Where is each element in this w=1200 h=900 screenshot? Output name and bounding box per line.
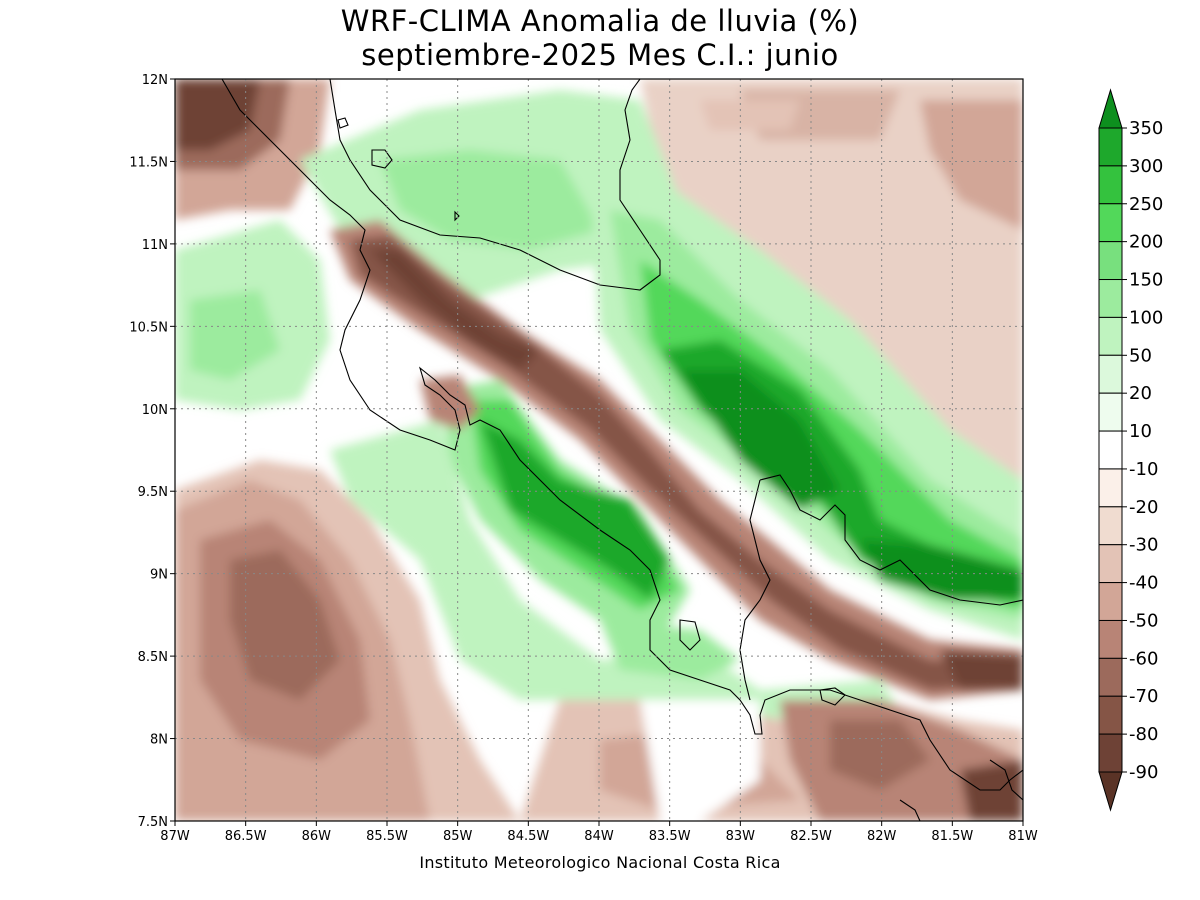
lat-tick-label: 9N [150, 568, 168, 583]
colorbar-bottom-arrow [1098, 771, 1123, 812]
colorbar-swatch [1098, 544, 1123, 584]
colorbar-swatch [1098, 203, 1123, 243]
colorbar-swatch [1098, 657, 1123, 697]
colorbar-label: 200 [1129, 232, 1163, 253]
colorbar-label: -40 [1129, 573, 1158, 594]
colorbar-swatch [1098, 506, 1123, 546]
colorbar-label: 20 [1129, 383, 1152, 404]
rain-anomaly-field [175, 79, 1023, 821]
lat-tick-label: 12N [142, 73, 168, 88]
lat-tick-label: 11.5N [129, 155, 168, 170]
lon-tick-label: 83W [726, 829, 756, 844]
lon-tick-label: 81.5W [931, 829, 973, 844]
colorbar-label: -30 [1129, 535, 1158, 556]
colorbar-label: -60 [1129, 648, 1158, 669]
lon-tick-label: 82W [867, 829, 897, 844]
lat-tick-label: 7.5N [138, 815, 168, 830]
lon-tick-label: 81W [1008, 829, 1038, 844]
lon-tick-label: 86.5W [225, 829, 267, 844]
colorbar-swatch [1098, 316, 1123, 356]
coastline [221, 79, 1023, 821]
lon-tick-label: 86W [302, 829, 332, 844]
lon-tick-label: 84W [584, 829, 614, 844]
colorbar-label: 100 [1129, 307, 1163, 328]
colorbar-label: -50 [1129, 610, 1158, 631]
lat-tick-label: 9.5N [138, 485, 168, 500]
colorbar-swatch [1098, 279, 1123, 318]
colorbar-label: 250 [1129, 194, 1163, 215]
credit-text: Instituto Meteorologico Nacional Costa R… [419, 853, 781, 872]
colorbar-label: -90 [1129, 762, 1158, 783]
colorbar-swatch [1098, 127, 1123, 167]
lon-tick-label: 83.5W [649, 829, 691, 844]
colorbar-label: -70 [1129, 686, 1158, 707]
colorbar-label: 10 [1129, 421, 1152, 442]
colorbar-label: -10 [1129, 459, 1158, 480]
colorbar-swatch [1098, 733, 1123, 773]
lon-tick-label: 87W [160, 829, 190, 844]
colorbar-label: -80 [1129, 724, 1158, 745]
colorbar-swatch [1098, 430, 1123, 470]
colorbar-label: 350 [1129, 118, 1163, 139]
map-subtitle: septiembre-2025 Mes C.I.: junio [361, 38, 839, 72]
colorbar-label: 50 [1129, 345, 1152, 366]
colorbar-swatch [1098, 241, 1123, 281]
colorbar: 350 300 250 200 150 100 50 20 10 -10 -20 -30 -40 -50 -… [1098, 88, 1163, 812]
colorbar-label: 300 [1129, 156, 1163, 177]
map-title: WRF-CLIMA Anomalia de lluvia (%) [340, 4, 860, 38]
lat-tick-label: 8.5N [138, 650, 168, 665]
lat-tick-label: 10.5N [129, 320, 168, 335]
colorbar-label: -20 [1129, 497, 1158, 518]
colorbar-swatch [1098, 165, 1123, 205]
colorbar-swatch [1098, 582, 1123, 621]
colorbar-swatch [1098, 354, 1123, 394]
colorbar-top-arrow [1098, 88, 1123, 129]
lon-tick-label: 82.5W [790, 829, 832, 844]
lon-tick-label: 85.5W [366, 829, 408, 844]
lat-tick-label: 8N [150, 733, 168, 748]
colorbar-swatch [1098, 392, 1123, 432]
gridlines [175, 79, 1023, 821]
lat-tick-label: 10N [142, 403, 168, 418]
colorbar-label: 150 [1129, 270, 1163, 291]
lon-tick-label: 85W [443, 829, 473, 844]
colorbar-swatch [1098, 695, 1123, 735]
lat-tick-label: 11N [142, 238, 168, 253]
axes: 87W 86.5W 86W 85.5W 85W 84.5W 84W 83.5W 83W 82.5W… [129, 73, 1038, 844]
colorbar-swatch [1098, 619, 1123, 659]
lon-tick-label: 84.5W [507, 829, 549, 844]
colorbar-swatch [1098, 468, 1123, 508]
